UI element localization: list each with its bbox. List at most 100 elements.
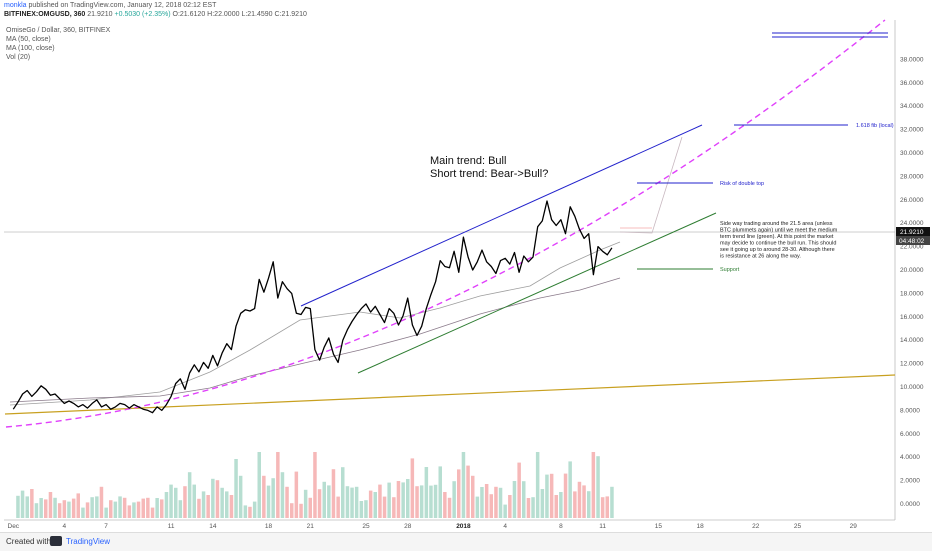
volume-bar — [67, 501, 71, 518]
analysis-note-line: term trend line (green). At this point t… — [720, 234, 834, 240]
volume-bar — [257, 452, 261, 518]
x-tick-label: 28 — [404, 523, 412, 530]
resistance-trend-line[interactable] — [300, 124, 703, 307]
volume-bar — [457, 469, 461, 518]
volume-bar — [559, 492, 563, 518]
x-tick-label: 14 — [209, 523, 217, 530]
volume-bar — [90, 497, 94, 518]
tradingview-brand-link[interactable]: TradingView — [66, 537, 111, 546]
volume-bar — [373, 492, 377, 518]
volume-bar — [331, 469, 336, 518]
legend-title[interactable]: OmiseGo / Dollar, 360, BITFINEX — [6, 27, 111, 34]
volume-bar — [438, 466, 442, 518]
legend-ma100[interactable]: MA (100, close) — [6, 45, 55, 52]
symbol-label: BITFINEX:OMGUSD, 360 — [4, 11, 86, 18]
volume-bar — [285, 486, 289, 518]
author-name[interactable]: monkla — [4, 2, 27, 9]
medium-trend-line[interactable] — [357, 212, 717, 374]
volume-bar — [44, 499, 48, 518]
volume-bar — [164, 492, 169, 518]
legend-volume[interactable]: Vol (20) — [6, 54, 31, 61]
y-tick-label: 14.0000 — [900, 337, 924, 344]
parabolic-trend-curve[interactable] — [5, 19, 886, 428]
volume-bar — [220, 487, 224, 518]
x-tick-label: 11 — [168, 523, 175, 530]
x-tick-label: 7 — [104, 523, 108, 530]
volume-bar — [494, 486, 498, 518]
volume-bar — [85, 502, 90, 518]
volume-bar — [280, 472, 285, 518]
volume-bar — [95, 496, 99, 518]
x-tick-label: 8 — [559, 523, 563, 530]
volume-bar — [327, 485, 331, 518]
long-trend-line[interactable] — [4, 374, 896, 415]
volume-bar — [81, 507, 85, 518]
fib-label: 1.618 fib (local) — [856, 123, 894, 129]
volume-bar — [238, 475, 243, 518]
volume-bar — [480, 487, 484, 518]
volume-bar — [610, 486, 614, 518]
volume-bar — [535, 452, 540, 518]
y-tick-label: 18.0000 — [900, 290, 924, 297]
volume-bar — [178, 500, 183, 518]
x-tick-label: 15 — [655, 523, 663, 530]
footer-bar: Created with TradingView — [0, 532, 932, 551]
analysis-note: Side way trading around the 21.5 area (u… — [720, 221, 838, 260]
volume-bar — [39, 498, 43, 518]
tradingview-logo-icon[interactable] — [50, 536, 62, 546]
volume-bar — [109, 500, 113, 518]
price-chart[interactable]: 0.0000 2.0000 4.0000 6.0000 8.0000 10.0000 12.… — [0, 0, 932, 532]
volume-bar — [419, 485, 424, 518]
legend-ma50[interactable]: MA (50, close) — [6, 36, 51, 43]
volume-bar — [53, 497, 57, 518]
volume-bar — [308, 497, 312, 518]
volume-bar — [20, 490, 25, 518]
price-change: +0.5030 (+2.35%) — [114, 11, 171, 18]
volume-bar — [132, 502, 136, 518]
volume-bar — [471, 475, 475, 518]
x-tick-label: 2018 — [456, 523, 471, 530]
y-tick-label: 2.0000 — [900, 478, 920, 485]
projection-path — [619, 136, 683, 234]
x-tick-label: 4 — [503, 523, 507, 530]
analysis-note-line: see it going up to around 28-30. Althoug… — [720, 247, 835, 253]
volume-bar — [16, 495, 20, 518]
support-label: Support — [720, 267, 740, 273]
volume-bar — [573, 491, 577, 518]
volume-bar — [591, 452, 596, 518]
volume-bar — [243, 505, 248, 518]
volume-bar — [104, 507, 108, 518]
low-value: L:21.4590 — [241, 11, 273, 18]
volume-bar — [322, 481, 326, 518]
ma100-line — [9, 277, 621, 403]
volume-bar — [183, 486, 187, 518]
x-tick-label: 18 — [265, 523, 273, 530]
x-tick-label: 25 — [794, 523, 802, 530]
volume-bar — [229, 495, 234, 518]
volume-bar — [99, 486, 104, 518]
volume-bar — [531, 497, 535, 518]
ma50-line — [9, 241, 621, 406]
y-tick-label: 10.0000 — [900, 384, 924, 391]
volume-bar — [447, 497, 452, 518]
y-tick-label: 28.0000 — [900, 173, 924, 180]
volume-bar — [34, 503, 39, 518]
main-trend-label: Main trend: Bull — [430, 155, 506, 167]
volume-bar — [30, 489, 34, 518]
volume-bar — [563, 473, 568, 518]
volume-bar — [545, 474, 549, 518]
volume-bar — [266, 485, 271, 518]
open-value: O:21.6120 — [172, 11, 206, 18]
volume-bar — [429, 485, 433, 518]
volume-bar — [118, 496, 122, 518]
volume-bar — [271, 478, 275, 518]
y-tick-label: 30.0000 — [900, 150, 924, 157]
high-value: H:22.0000 — [207, 11, 240, 18]
created-with-label: Created with — [6, 537, 51, 546]
volume-bar — [378, 484, 382, 518]
volume-bar — [146, 497, 150, 518]
volume-bar — [294, 471, 299, 518]
current-price-tag — [896, 227, 930, 236]
x-tick-label: 22 — [752, 523, 760, 530]
